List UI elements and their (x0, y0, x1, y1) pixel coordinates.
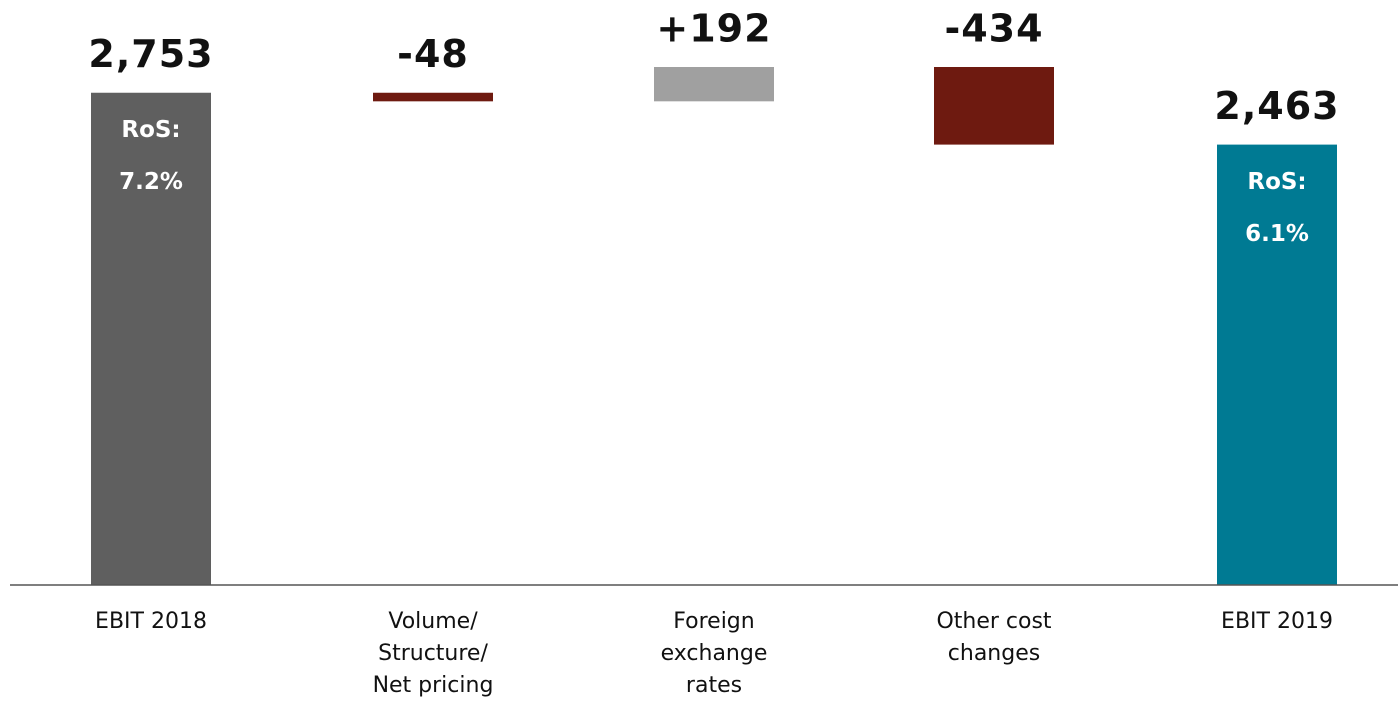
x-tick-label: Net pricing (373, 673, 494, 698)
bar (1217, 144, 1337, 585)
bar-annotation: RoS: (121, 117, 180, 143)
bar (654, 67, 774, 102)
value-label: 2,463 (1214, 84, 1339, 128)
bar-annotation: RoS: (1247, 169, 1306, 195)
x-tick-label: EBIT 2019 (1221, 609, 1333, 634)
x-tick-label: Volume/ (388, 609, 478, 634)
x-tick-label: rates (686, 673, 742, 698)
value-label: 2,753 (88, 32, 213, 76)
value-label: +192 (656, 7, 771, 51)
value-label: -434 (944, 7, 1043, 51)
bar (934, 67, 1054, 145)
x-tick-label: changes (948, 641, 1040, 666)
x-tick-label: exchange (661, 641, 768, 666)
bar (373, 92, 493, 102)
x-tick-label: Foreign (673, 609, 754, 634)
x-tick-label: Structure/ (378, 641, 488, 666)
bar-annotation: 6.1% (1245, 221, 1309, 247)
x-tick-label: Other cost (936, 609, 1051, 634)
x-tick-label: EBIT 2018 (95, 609, 207, 634)
value-label: -48 (397, 32, 469, 76)
bar (91, 92, 211, 585)
bar-annotation: 7.2% (119, 169, 183, 195)
